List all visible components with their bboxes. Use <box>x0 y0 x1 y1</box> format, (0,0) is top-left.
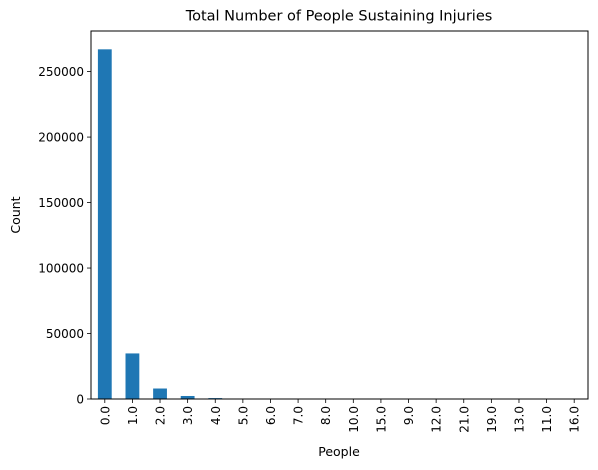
plot-frame <box>90 30 589 400</box>
y-tick-label: 100000 <box>38 261 84 275</box>
bar-2.0 <box>153 388 167 399</box>
chart-title: Total Number of People Sustaining Injuri… <box>185 9 493 25</box>
y-axis-label: Count <box>8 196 23 233</box>
x-tick-label: 4.0 <box>209 406 223 425</box>
x-tick-label: 10.0 <box>347 406 361 433</box>
bar-0.0 <box>97 49 112 399</box>
bar-3.0 <box>180 395 195 399</box>
x-tick-label: 11.0 <box>540 406 554 433</box>
x-tick-label: 2.0 <box>154 406 168 425</box>
x-tick-label: 19.0 <box>485 406 499 433</box>
x-tick-label: 7.0 <box>292 406 306 425</box>
bars-group <box>97 49 444 399</box>
x-tick-label: 21.0 <box>457 406 471 433</box>
x-tick-label: 0.0 <box>98 406 112 425</box>
y-tick-label: 200000 <box>38 130 84 144</box>
x-axis: 0.0 1.0 2.0 3.0 4.0 5.0 6.0 7.0 8.0 10.0 15.0 9.0 12… <box>98 399 582 433</box>
y-tick-label: 0 <box>76 392 84 406</box>
x-tick-label: 8.0 <box>319 406 333 425</box>
x-axis-label: People <box>318 444 360 459</box>
x-tick-label: 5.0 <box>236 406 250 425</box>
x-tick-label: 16.0 <box>568 406 582 433</box>
x-tick-label: 15.0 <box>374 406 388 433</box>
x-tick-label: 6.0 <box>264 406 278 425</box>
x-tick-label: 12.0 <box>430 406 444 433</box>
x-tick-label: 9.0 <box>402 406 416 425</box>
bar-1.0 <box>125 353 140 399</box>
y-tick-label: 250000 <box>38 65 84 79</box>
y-tick-label: 150000 <box>38 196 84 210</box>
y-tick-label: 50000 <box>46 327 84 341</box>
x-tick-label: 1.0 <box>126 406 140 425</box>
x-tick-label: 3.0 <box>181 406 195 425</box>
y-axis: 0 50000 100000 150000 200000 250000 <box>38 65 91 406</box>
x-tick-label: 13.0 <box>512 406 526 433</box>
